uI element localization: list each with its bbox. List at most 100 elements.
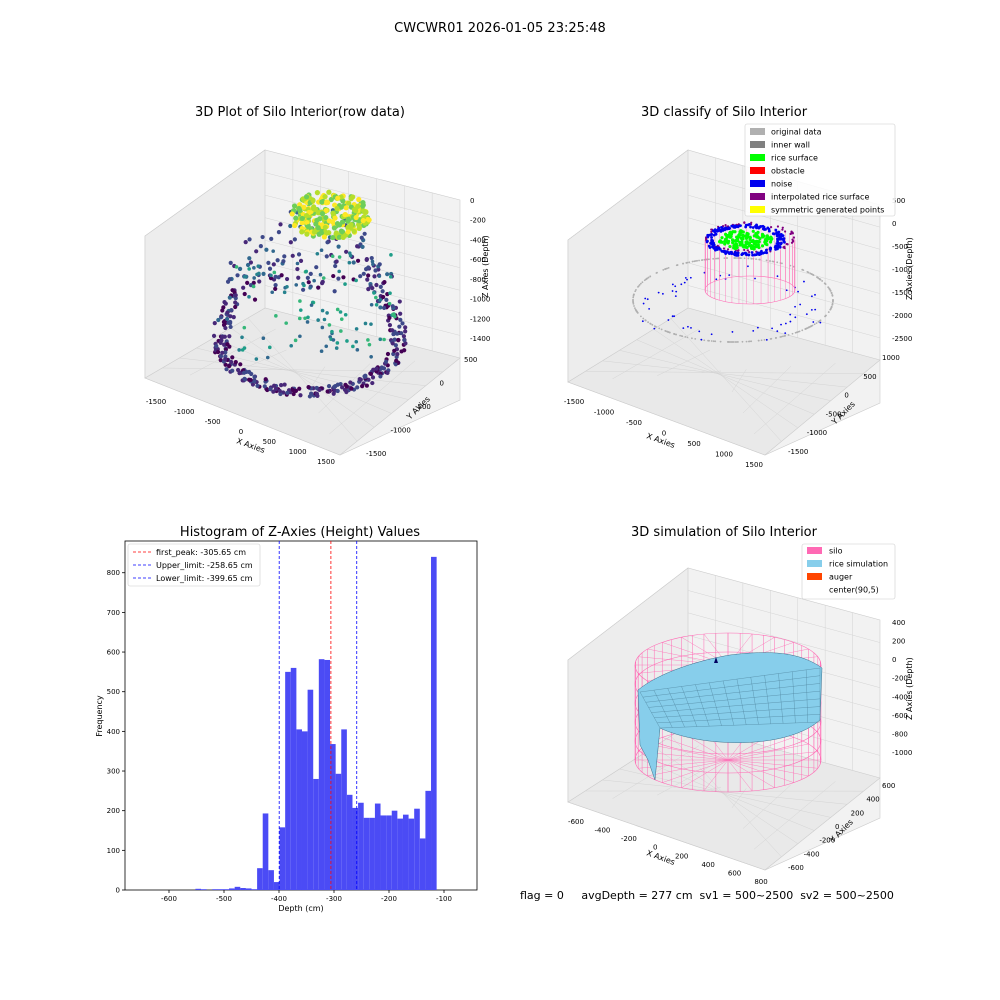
raw-point [274, 314, 278, 318]
cls-point-rice [730, 238, 735, 242]
raw-point [301, 287, 306, 292]
hist-bar [358, 802, 364, 890]
raw-point [385, 370, 390, 375]
sim-z-tick: 0 [892, 656, 896, 664]
raw-point [378, 284, 383, 289]
sim-z-tick: 200 [892, 638, 905, 646]
raw-y-tick: -1500 [366, 450, 386, 458]
raw-z-ticks: 0 -200 -400 -600 -800 -1000 -1200 -1400 [470, 197, 490, 343]
cls-point-rice [751, 229, 755, 233]
cls-point-rice [769, 238, 773, 242]
cls-point-original [819, 278, 822, 281]
raw-point [288, 240, 293, 245]
raw-point [309, 303, 314, 307]
raw-x-tick: 1500 [317, 458, 335, 466]
cls-point-original [685, 261, 688, 264]
raw-point [282, 254, 287, 259]
raw-point [368, 371, 374, 376]
raw-point [354, 339, 359, 344]
cls-point-noise [752, 329, 755, 332]
hist-bar [234, 886, 241, 890]
cls-point-noise [673, 315, 676, 318]
rice-mesh-line [642, 675, 821, 698]
raw-point [221, 305, 226, 310]
cls-point-noise [689, 276, 692, 279]
cls-point-original [769, 260, 772, 262]
raw-point [391, 331, 396, 337]
cls-point-original [830, 292, 833, 295]
cls-x-tick: 1000 [715, 451, 733, 459]
raw-point [263, 377, 268, 382]
sim-z-tick: -1000 [892, 749, 912, 757]
cls-point-original [745, 340, 748, 343]
raw-point [293, 338, 298, 343]
cls-y-tick: -500 [826, 410, 842, 418]
cls-legend-swatch [750, 128, 765, 135]
grid-line [657, 766, 711, 796]
raw-point [332, 384, 337, 390]
raw-point [225, 310, 230, 315]
raw-point [301, 281, 305, 286]
raw-point [218, 354, 224, 359]
cls-point-original [712, 340, 715, 343]
raw-point [240, 335, 244, 340]
cls-point-original [638, 284, 641, 286]
raw-point [387, 301, 392, 306]
hist-y-label: Frequency [95, 695, 104, 737]
raw-point [325, 240, 330, 245]
hist-bar [229, 888, 235, 890]
cls-point-original [802, 269, 805, 272]
cls-point-noise [718, 247, 722, 251]
raw-point [384, 297, 389, 302]
raw-point [339, 329, 343, 333]
cls-point-original [758, 258, 761, 261]
raw-point [346, 200, 352, 206]
grid-line [742, 784, 792, 829]
raw-point [272, 383, 277, 388]
sim-y-tick: -600 [788, 864, 804, 872]
raw-point [251, 284, 256, 289]
cls-point-original [747, 340, 750, 343]
cls-point-noise [778, 245, 782, 249]
raw-point [311, 229, 317, 235]
cls-point-noise [682, 327, 685, 330]
raw-point [313, 221, 319, 227]
raw-point [321, 276, 326, 280]
raw-point [273, 286, 278, 291]
cls-z-tick: -1000 [892, 266, 912, 274]
raw-point [335, 341, 340, 345]
hist-bar [386, 815, 392, 890]
cls-point-interp [783, 245, 786, 248]
raw-point [366, 287, 371, 292]
cls-point-noise [776, 275, 779, 278]
cls-point-rice [723, 242, 727, 246]
raw-point [321, 234, 327, 240]
cls-point-rice [733, 245, 737, 250]
hist-y-tick: 500 [107, 688, 120, 696]
cls-point-rice [717, 240, 722, 244]
sim-legend-swatch [807, 560, 822, 567]
cls-z-tick: -500 [892, 243, 908, 251]
raw-point [305, 275, 310, 280]
raw-point [344, 384, 349, 389]
raw-point [320, 281, 325, 286]
cls-point-original [770, 337, 773, 340]
cls-point-original [733, 257, 736, 259]
cls-point-noise [794, 316, 797, 319]
raw-point [315, 251, 320, 256]
raw-point [361, 271, 366, 276]
raw-point [383, 359, 389, 364]
raw-point [269, 273, 273, 278]
cls-point-interp [786, 243, 789, 246]
cls-point-noise [744, 223, 748, 227]
raw-point [348, 251, 352, 255]
cls-point-noise [687, 325, 689, 328]
hist-bars [195, 556, 437, 890]
raw-point [344, 249, 349, 254]
cls-point-noise [756, 326, 759, 329]
raw-point [334, 346, 339, 350]
cls-point-original [714, 340, 717, 343]
cls-point-original [831, 293, 834, 296]
raw-point [276, 230, 282, 235]
